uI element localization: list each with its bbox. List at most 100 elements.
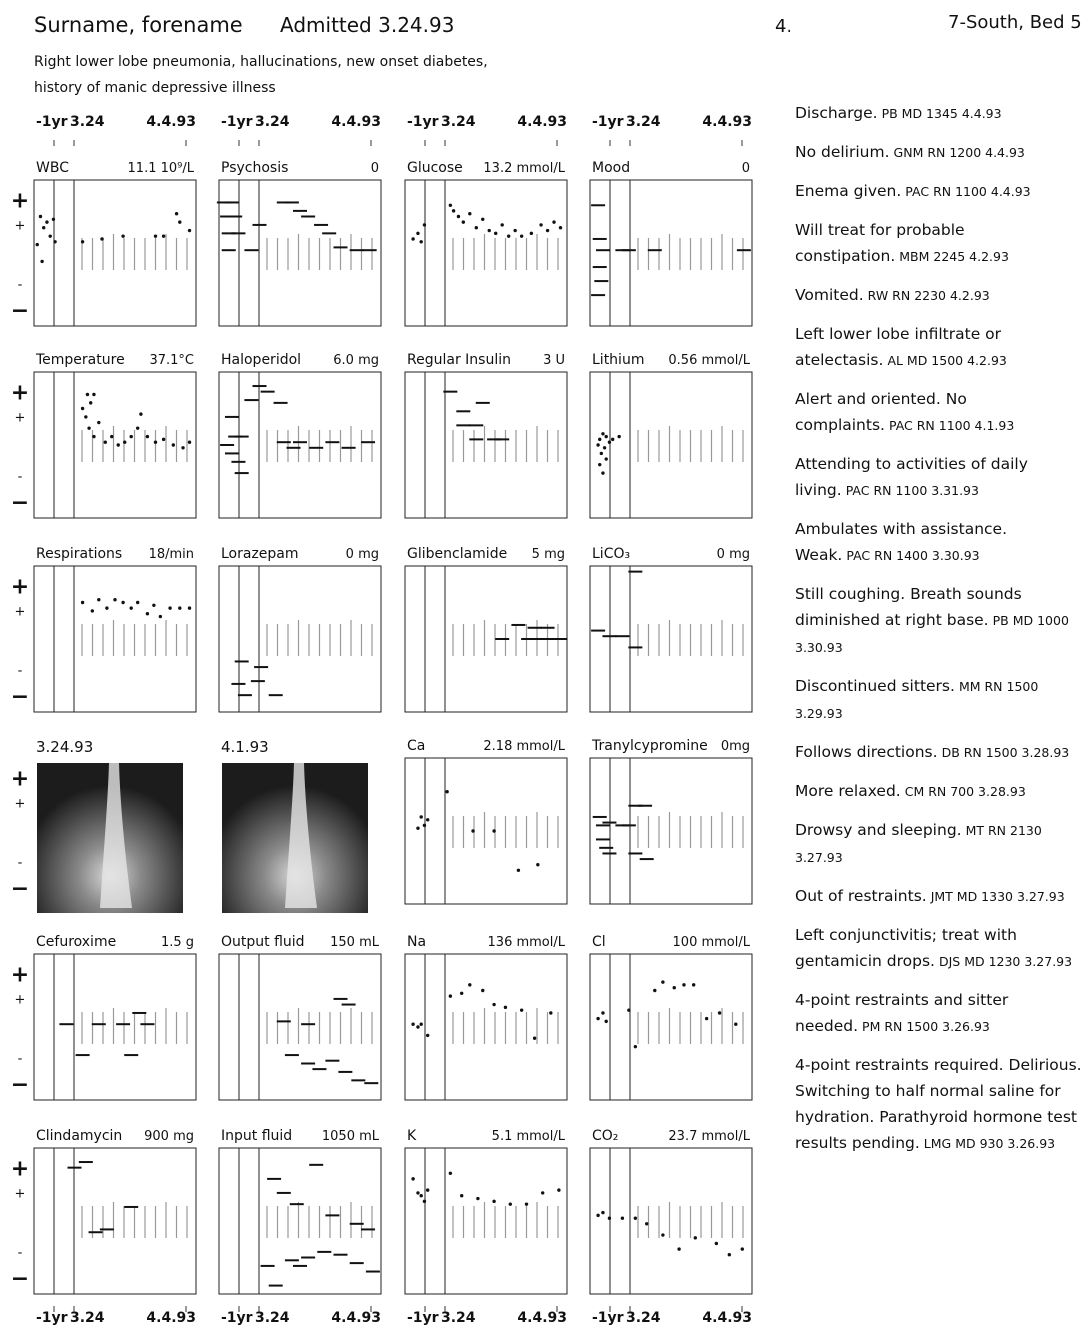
data-point: [420, 1022, 423, 1025]
panel-frame: [34, 1148, 196, 1294]
data-point: [136, 426, 139, 429]
panel-label: Glucose: [407, 160, 463, 176]
axis-label: 3.24: [441, 114, 476, 130]
panel-label: Input fluid: [221, 1128, 292, 1144]
data-point: [488, 229, 491, 232]
note: Vomited.RW RN 2230 4.2.93: [795, 282, 1087, 309]
data-point: [694, 1236, 697, 1239]
axis-label: 3.24: [255, 114, 290, 130]
data-point: [481, 989, 484, 992]
note-signature: DJS MD 1230 3.27.93: [939, 954, 1072, 969]
panel-frame: [34, 180, 196, 326]
data-point: [605, 457, 608, 460]
data-point: [460, 992, 463, 995]
panel-frame: [405, 180, 567, 326]
data-point: [494, 232, 497, 235]
note: More relaxed.CM RN 700 3.28.93: [795, 778, 1087, 805]
panel-label: Haloperidol: [221, 352, 301, 368]
data-point: [605, 435, 608, 438]
admitted: Admitted 3.24.93: [280, 13, 454, 37]
data-point: [152, 604, 155, 607]
data-point: [110, 435, 113, 438]
data-point: [97, 421, 100, 424]
scale-mark: −: [11, 491, 29, 516]
note-text: Discharge.: [795, 104, 878, 122]
data-point: [416, 1025, 419, 1028]
data-point: [559, 226, 562, 229]
note-text: No delirium.: [795, 143, 890, 161]
note-text: Discontinued sitters.: [795, 677, 955, 695]
data-point: [601, 1011, 604, 1014]
axis-label: -1yr: [407, 1310, 439, 1326]
note: Still coughing. Breath sounds diminished…: [795, 581, 1087, 661]
data-point: [416, 232, 419, 235]
panel-label: Psychosis: [221, 160, 288, 176]
note-text: Follows directions.: [795, 743, 938, 761]
panel-reading: 150 mL: [330, 935, 380, 950]
panel-label: Cl: [592, 934, 606, 950]
panel-reading: 1.5 g: [161, 935, 194, 950]
data-point: [741, 1247, 744, 1250]
scale-mark: −: [11, 299, 29, 324]
data-point: [603, 446, 606, 449]
note-signature: PAC RN 1100 3.31.93: [846, 483, 979, 498]
panel-label: Mood: [592, 160, 630, 176]
axis-label: -1yr: [592, 1310, 624, 1326]
data-point: [557, 1188, 560, 1191]
note: Alert and oriented. No complaints.PAC RN…: [795, 386, 1087, 439]
data-point: [81, 601, 84, 604]
diagnosis: Right lower lobe pneumonia, hallucinatio…: [34, 54, 488, 70]
image-caption: 3.24.93: [36, 738, 93, 756]
axis-label: 3.24: [626, 1310, 661, 1326]
data-point: [539, 223, 542, 226]
data-point: [611, 438, 614, 441]
scale-mark: −: [11, 685, 29, 710]
data-point: [520, 234, 523, 237]
axis-label: 3.24: [441, 1310, 476, 1326]
patient-name: Surname, forename: [34, 13, 243, 37]
data-point: [449, 994, 452, 997]
data-point: [541, 1191, 544, 1194]
scale-mark: +: [11, 963, 29, 988]
panel-frame: [219, 954, 381, 1100]
data-point: [673, 986, 676, 989]
data-point: [601, 1211, 604, 1214]
scale-mark: −: [11, 1267, 29, 1292]
panel-reading: 1050 mL: [322, 1129, 380, 1144]
panel-frame: [219, 1148, 381, 1294]
panel-label: Regular Insulin: [407, 352, 511, 368]
scale-mark: +: [11, 1157, 29, 1182]
panel-reading: 18/min: [149, 547, 194, 562]
axis-label: 4.4.93: [702, 1310, 752, 1326]
panel-label: Clindamycin: [36, 1128, 122, 1144]
scale-mark: -: [18, 1052, 23, 1067]
scale-mark: +: [15, 797, 26, 812]
panel-reading: 0: [371, 161, 379, 176]
data-point: [634, 1045, 637, 1048]
axis-label: 4.4.93: [146, 114, 196, 130]
data-point: [598, 463, 601, 466]
data-point: [91, 609, 94, 612]
axis-label: 4.4.93: [517, 1310, 567, 1326]
panel-frame: [219, 566, 381, 712]
data-point: [645, 1222, 648, 1225]
scale-mark: +: [11, 381, 29, 406]
panel-reading: 0 mg: [346, 547, 379, 562]
data-point: [728, 1253, 731, 1256]
panel-reading: 23.7 mmol/L: [668, 1129, 750, 1144]
note-signature: PAC RN 1400 3.30.93: [846, 548, 979, 563]
data-point: [52, 218, 55, 221]
panel-reading: 0: [742, 161, 750, 176]
axis-label: 3.24: [70, 114, 105, 130]
data-point: [423, 1200, 426, 1203]
note: Discontinued sitters.MM RN 1500 3.29.93: [795, 673, 1087, 727]
note: Follows directions.DB RN 1500 3.28.93: [795, 739, 1087, 766]
panel-reading: 5 mg: [532, 547, 565, 562]
data-point: [136, 601, 139, 604]
note: Left conjunctivitis; treat with gentamic…: [795, 922, 1087, 975]
data-point: [53, 240, 56, 243]
data-point: [653, 989, 656, 992]
panel-label: Glibenclamide: [407, 546, 507, 562]
note-signature: PAC RN 1100 4.1.93: [889, 418, 1014, 433]
data-point: [601, 471, 604, 474]
